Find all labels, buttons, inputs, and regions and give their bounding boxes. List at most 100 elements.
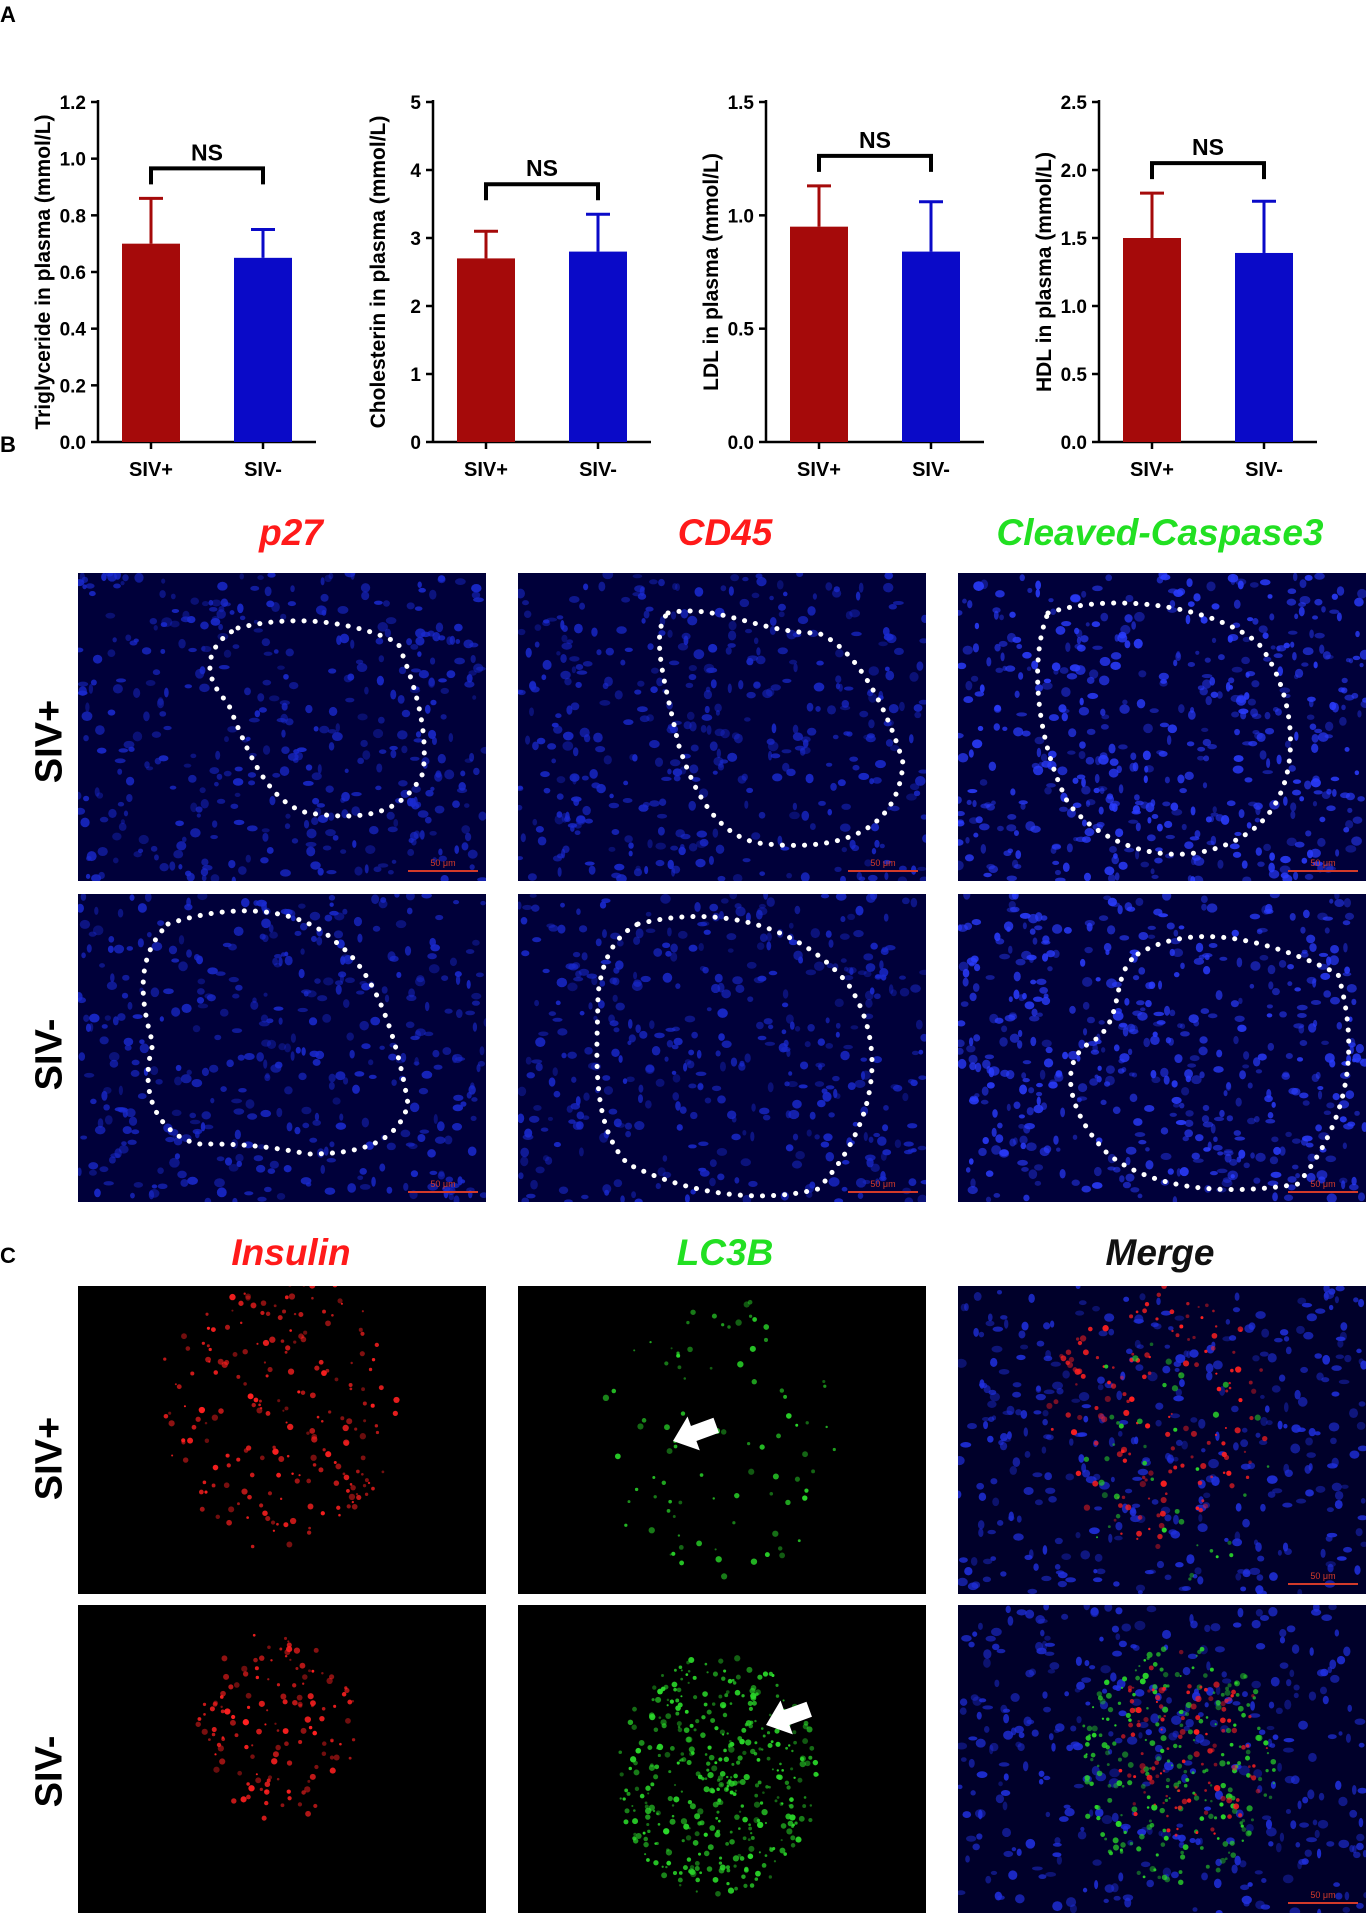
y-tick-label: 2.0 bbox=[1061, 161, 1087, 182]
panel-letter-b: B bbox=[0, 432, 16, 457]
x-tick-label: SIV+ bbox=[797, 459, 841, 481]
scale-bar-line bbox=[1288, 870, 1358, 872]
y-tick-label: 5 bbox=[410, 93, 421, 114]
panel-c-row-label-2: SIV- bbox=[28, 1735, 71, 1808]
scale-bar-line bbox=[1288, 1902, 1358, 1904]
y-tick-label: 2 bbox=[410, 297, 421, 318]
y-tick-label: 1.0 bbox=[728, 206, 754, 227]
panel-b-image-r2-c3-image bbox=[958, 894, 1366, 1202]
islet-outline bbox=[1035, 600, 1293, 857]
scale-bar-label: 50 μm bbox=[1310, 1571, 1336, 1581]
scale-bar-line bbox=[408, 1191, 478, 1193]
arrow-icon bbox=[673, 1416, 719, 1451]
panel-b-image-r1-c1: 50 μm bbox=[78, 573, 486, 881]
scale-bar-line bbox=[408, 870, 478, 872]
panel-c-image-insulin-siv-neg-image bbox=[195, 1633, 356, 1821]
scale-bar-label: 50 μm bbox=[870, 1179, 896, 1189]
scale-bar: 50 μm bbox=[848, 1179, 918, 1194]
scale-bar: 50 μm bbox=[1288, 1571, 1358, 1586]
significance-bracket bbox=[149, 166, 265, 185]
y-tick-label: 1.0 bbox=[1061, 297, 1087, 318]
significance-bracket bbox=[817, 153, 933, 172]
panel-b-col-title-2: CD45 bbox=[677, 512, 773, 553]
panel-c-image-lc3b-siv-neg-image bbox=[618, 1655, 819, 1897]
scale-bar-line bbox=[1288, 1583, 1358, 1585]
panel-b-image-r1-c1-image bbox=[78, 573, 486, 881]
panel-b-image-r1-c2-image bbox=[518, 573, 926, 881]
x-tick-label: SIV- bbox=[579, 459, 617, 481]
bar-SIV+ bbox=[122, 243, 180, 442]
panel-c-col-title-3: Merge bbox=[1105, 1232, 1215, 1273]
panel-letter-a: A bbox=[0, 2, 16, 27]
x-tick-label: SIV- bbox=[1245, 459, 1283, 481]
significance-label: NS bbox=[1192, 134, 1224, 160]
panel-c-image-merge-siv-neg-image bbox=[958, 1605, 1366, 1913]
x-tick-label: SIV- bbox=[244, 459, 282, 481]
y-axis-label: LDL in plasma (mmol/L) bbox=[700, 153, 723, 391]
significance-bracket bbox=[1150, 161, 1266, 180]
scale-bar-label: 50 μm bbox=[1310, 1890, 1336, 1900]
scale-bar: 50 μm bbox=[1288, 1179, 1358, 1194]
y-tick-label: 0.5 bbox=[728, 320, 755, 341]
islet-outline bbox=[656, 608, 906, 848]
y-tick-label: 1.5 bbox=[1061, 229, 1088, 250]
scale-bar: 50 μm bbox=[1288, 1890, 1358, 1905]
y-tick-label: 2.5 bbox=[1061, 93, 1088, 114]
y-tick-label: 1.2 bbox=[60, 93, 86, 114]
panel-letter-c: C bbox=[0, 1243, 16, 1268]
bar-SIV- bbox=[1235, 252, 1293, 442]
panel-c-image-lc3b-siv-pos bbox=[518, 1286, 926, 1594]
panel-c-image-merge-siv-neg: 50 μm bbox=[958, 1605, 1366, 1913]
y-tick-label: 0.6 bbox=[60, 263, 86, 284]
islet-outline bbox=[594, 914, 875, 1199]
y-tick-label: 0.0 bbox=[728, 433, 754, 454]
chart-3: 0.0 0.5 1.0 1.5 LDL in plasma (mmol/L) SIV+ SI… bbox=[700, 93, 984, 481]
y-tick-label: 0 bbox=[410, 433, 421, 454]
panel-b-image-r2-c2: 50 μm bbox=[518, 894, 926, 1202]
panel-c-image-merge-siv-pos-image bbox=[958, 1286, 1366, 1594]
scale-bar: 50 μm bbox=[848, 858, 918, 873]
y-tick-label: 0.0 bbox=[1061, 433, 1087, 454]
scale-bar-label: 50 μm bbox=[870, 858, 896, 868]
panel-b-image-r2-c2-image bbox=[518, 894, 926, 1202]
panel-b-image-r1-c2: 50 μm bbox=[518, 573, 926, 881]
significance-bracket bbox=[484, 182, 600, 201]
panel-c-row-label-1: SIV+ bbox=[28, 1416, 71, 1501]
islet-outline bbox=[207, 618, 427, 819]
significance-label: NS bbox=[191, 139, 223, 165]
bar-SIV- bbox=[569, 251, 627, 442]
bar-SIV- bbox=[234, 257, 292, 442]
panel-c-image-insulin-siv-pos-image bbox=[163, 1286, 400, 1549]
scale-bar-label: 50 μm bbox=[1310, 858, 1336, 868]
islet-outline bbox=[1068, 934, 1352, 1193]
y-axis-label: HDL in plasma (mmol/L) bbox=[1033, 152, 1056, 392]
y-axis-label: Triglyceride in plasma (mmol/L) bbox=[32, 114, 55, 429]
y-tick-label: 4 bbox=[410, 161, 421, 182]
panel-c-image-lc3b-siv-pos-image bbox=[602, 1299, 836, 1580]
scale-bar: 50 μm bbox=[1288, 858, 1358, 873]
bar-SIV- bbox=[902, 251, 960, 442]
panel-c-col-title-1: Insulin bbox=[231, 1232, 351, 1273]
bar-SIV+ bbox=[1123, 238, 1181, 442]
panel-c-image-insulin-siv-neg bbox=[78, 1605, 486, 1913]
y-tick-label: 1.0 bbox=[60, 150, 86, 171]
scale-bar-label: 50 μm bbox=[1310, 1179, 1336, 1189]
y-tick-label: 1.5 bbox=[728, 93, 755, 114]
arrow-icon bbox=[766, 1700, 812, 1735]
x-tick-label: SIV- bbox=[912, 459, 950, 481]
panel-b-image-r2-c3: 50 μm bbox=[958, 894, 1366, 1202]
significance-label: NS bbox=[859, 127, 891, 153]
chart-2: 0 1 2 3 4 5 Cholesterin in plasma (mmol/L) SIV+… bbox=[367, 93, 651, 481]
scale-bar-line bbox=[1288, 1191, 1358, 1193]
panel-b-image-r2-c1-image bbox=[78, 894, 486, 1202]
panel-b-col-title-1: p27 bbox=[259, 512, 323, 553]
scale-bar-label: 50 μm bbox=[430, 858, 456, 868]
scale-bar-line bbox=[848, 1191, 918, 1193]
panel-b-row-label-1: SIV+ bbox=[28, 699, 71, 784]
significance-label: NS bbox=[526, 155, 558, 181]
panel-c-image-merge-siv-pos: 50 μm bbox=[958, 1286, 1366, 1594]
x-tick-label: SIV+ bbox=[1130, 459, 1174, 481]
x-tick-label: SIV+ bbox=[464, 459, 508, 481]
